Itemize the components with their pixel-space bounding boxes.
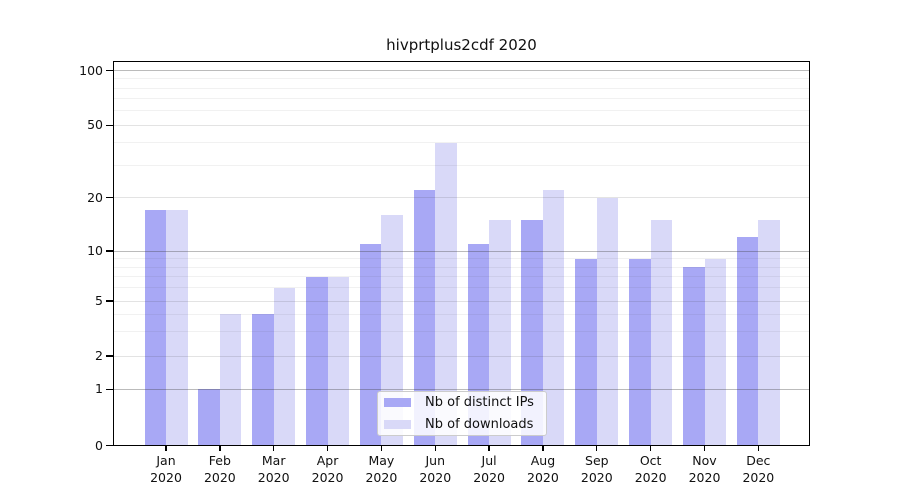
- x-tick-nov: [703, 446, 706, 451]
- x-tick-sep: [596, 446, 598, 451]
- bar-distinct-ips-jun: [413, 190, 436, 446]
- x-tick-label-jul: Jul 2020: [473, 453, 505, 485]
- bar-downloads-may: [381, 214, 403, 446]
- gridline-y-90: [114, 78, 809, 80]
- gridline-y-4: [114, 313, 809, 315]
- legend-label-downloads: Nb of downloads: [425, 417, 534, 432]
- gridline-y-60: [114, 110, 809, 112]
- y-tick-label-50: 50: [87, 117, 103, 133]
- bar-downloads-sep: [596, 197, 619, 446]
- gridline-y-1: [114, 388, 809, 390]
- y-tick-1: [105, 388, 113, 390]
- y-tick-label-5: 5: [95, 293, 103, 308]
- x-tick-label-aug: Aug 2020: [527, 453, 559, 485]
- x-tick-jun: [434, 446, 436, 451]
- y-tick-100: [105, 70, 113, 72]
- x-tick-jul: [488, 446, 490, 451]
- bar-downloads-apr: [327, 276, 350, 446]
- gridline-y-40: [114, 142, 809, 144]
- y-tick-0: [105, 444, 113, 447]
- x-tick-label-mar: Mar 2020: [257, 453, 290, 485]
- bar-downloads-mar: [273, 287, 296, 446]
- x-tick-label-nov: Nov 2020: [688, 453, 721, 485]
- x-tick-aug: [542, 446, 544, 451]
- x-tick-may: [380, 446, 383, 451]
- gridline-y-20: [114, 197, 809, 199]
- gridline-y-5: [114, 300, 809, 302]
- gridline-y-70: [114, 98, 809, 100]
- x-tick-apr: [326, 446, 329, 451]
- gridline-y-8: [114, 266, 809, 268]
- legend-item-distinct-ips: Nb of distinct IPs: [384, 395, 538, 410]
- x-tick-dec: [757, 446, 760, 451]
- legend-label-distinct-ips: Nb of distinct IPs: [425, 395, 534, 410]
- gridline-y-7: [114, 276, 809, 278]
- bar-distinct-ips-jan: [144, 210, 166, 446]
- gridline-y-10: [114, 250, 809, 252]
- legend-swatch-distinct-ips: [384, 398, 411, 407]
- bar-distinct-ips-nov: [683, 267, 705, 446]
- bar-downloads-feb: [219, 314, 242, 446]
- gridline-y-50: [114, 124, 809, 126]
- legend-item-downloads: Nb of downloads: [384, 417, 538, 432]
- gridline-y-30: [114, 165, 809, 167]
- x-tick-label-jan: Jan 2020: [150, 453, 182, 485]
- gridline-y-3: [114, 331, 809, 333]
- bar-downloads-oct: [650, 219, 673, 446]
- legend-swatch-downloads: [384, 420, 411, 429]
- bar-distinct-ips-oct: [629, 258, 651, 446]
- gridline-y-9: [114, 258, 809, 260]
- bar-distinct-ips-may: [359, 243, 382, 446]
- chart-title: hivprtplus2cdf 2020: [386, 36, 537, 54]
- y-tick-label-1: 1: [95, 381, 103, 397]
- x-tick-label-oct: Oct 2020: [634, 453, 667, 485]
- y-tick-label-2: 2: [95, 348, 103, 363]
- x-tick-label-jun: Jun 2020: [419, 453, 452, 485]
- x-tick-mar: [273, 446, 275, 451]
- bar-downloads-dec: [758, 219, 780, 446]
- bar-downloads-nov: [704, 258, 726, 446]
- x-tick-label-may: May 2020: [365, 453, 398, 485]
- x-tick-oct: [649, 446, 652, 451]
- bar-distinct-ips-aug: [521, 219, 543, 446]
- bar-downloads-jul: [489, 219, 511, 446]
- bar-distinct-ips-mar: [252, 314, 274, 446]
- y-tick-5: [105, 300, 113, 302]
- x-tick-jan: [165, 446, 167, 451]
- y-tick-label-10: 10: [87, 243, 103, 258]
- x-tick-label-dec: Dec 2020: [742, 453, 775, 485]
- y-tick-50: [105, 124, 113, 126]
- y-tick-label-0: 0: [95, 437, 103, 453]
- bar-distinct-ips-dec: [736, 236, 759, 446]
- gridline-y-100: [114, 70, 809, 72]
- gridline-y-80: [114, 87, 809, 89]
- y-tick-2: [105, 355, 113, 357]
- bar-downloads-aug: [542, 190, 565, 446]
- bar-downloads-jun: [435, 142, 457, 446]
- y-tick-10: [105, 250, 113, 252]
- legend: Nb of distinct IPs Nb of downloads: [377, 391, 547, 436]
- gridline-y-6: [114, 287, 809, 289]
- y-tick-label-100: 100: [79, 62, 103, 78]
- bar-distinct-ips-feb: [198, 389, 220, 446]
- x-tick-label-sep: Sep 2020: [580, 453, 613, 485]
- bar-distinct-ips-apr: [306, 276, 328, 446]
- y-tick-20: [105, 197, 113, 199]
- y-tick-label-20: 20: [87, 189, 103, 205]
- gridline-y-2: [114, 355, 809, 357]
- bar-distinct-ips-sep: [575, 258, 597, 446]
- x-tick-label-apr: Apr 2020: [311, 453, 344, 485]
- x-tick-label-feb: Feb 2020: [203, 453, 236, 485]
- bar-downloads-jan: [166, 210, 188, 446]
- x-tick-feb: [219, 446, 221, 451]
